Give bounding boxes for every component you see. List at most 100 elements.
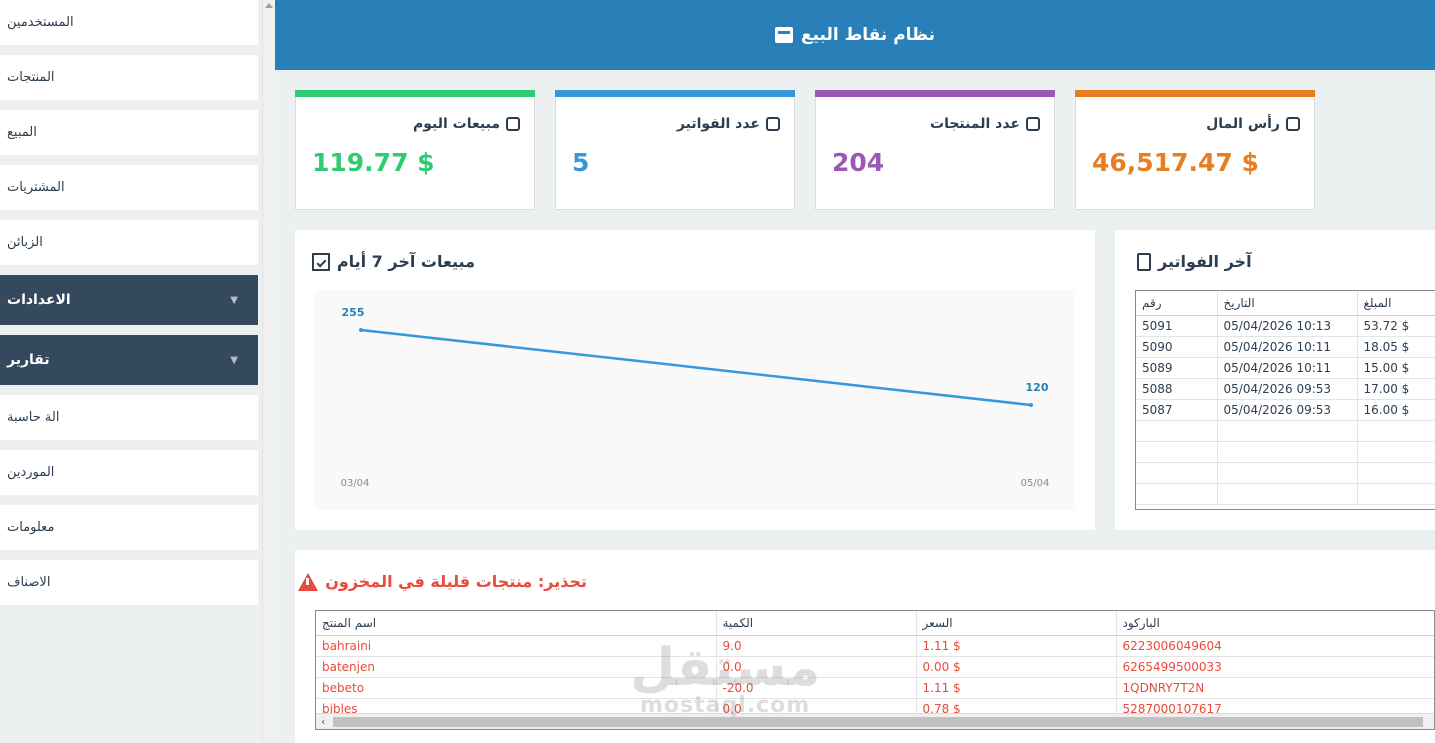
sidebar-item-products[interactable]: المنتجات bbox=[0, 55, 258, 100]
sidebar-group-label: تقارير bbox=[7, 352, 50, 368]
sidebar-group-reports[interactable]: تقارير ▼ bbox=[0, 335, 258, 385]
invoices-table[interactable]: رقم التاريخ المبلغ 5091 05/04/2026 10:13 5… bbox=[1135, 290, 1435, 510]
cell-date: 05/04/2026 09:53 bbox=[1217, 399, 1358, 421]
x-tick-label: 05/04 bbox=[1021, 478, 1050, 489]
low-stock-title: تحذير: منتجات قليلة في المخزون bbox=[298, 572, 587, 591]
cell-amount: 16.00 $ bbox=[1357, 399, 1435, 421]
scroll-left-arrow-icon[interactable]: ‹ bbox=[321, 715, 326, 728]
stat-card-invoice-count: عدد الفواتير 5 bbox=[555, 90, 795, 210]
stat-title-text: مبيعات اليوم bbox=[412, 116, 500, 132]
sidebar-item-label: المبيع bbox=[7, 125, 37, 140]
cell-date: 05/04/2026 10:11 bbox=[1217, 357, 1358, 379]
sidebar-item-users[interactable]: المستخدمين bbox=[0, 0, 258, 45]
table-row[interactable]: 5089 05/04/2026 10:11 15.00 $ bbox=[1136, 357, 1435, 379]
sidebar-item-label: معلومات bbox=[7, 520, 55, 535]
sidebar-item-purchases[interactable]: المشتريات bbox=[0, 165, 258, 210]
scroll-up-arrow-icon[interactable] bbox=[265, 3, 273, 8]
data-label: 120 bbox=[1026, 381, 1049, 394]
sidebar-item-sales[interactable]: المبيع bbox=[0, 110, 258, 155]
sales-chart-panel: مبيعات آخر 7 أيام 255 120 03/04 05/04 bbox=[295, 230, 1095, 530]
col-header-quantity[interactable]: الكمية bbox=[716, 611, 917, 636]
table-row-empty bbox=[1136, 441, 1435, 463]
table-row[interactable]: bahraini 9.0 1.11 $6223006049604 bbox=[316, 635, 1434, 657]
cell-amount: 18.05 $ bbox=[1357, 336, 1435, 358]
sidebar-item-suppliers[interactable]: الموردين bbox=[0, 450, 258, 495]
cell-barcode: 6223006049604 bbox=[1116, 635, 1434, 657]
col-header-barcode[interactable]: الباركود bbox=[1116, 611, 1434, 636]
sidebar-item-label: الزبائن bbox=[7, 235, 43, 250]
stat-value: 5 bbox=[572, 148, 590, 177]
sidebar-group-settings[interactable]: الاعدادات ▼ bbox=[0, 275, 258, 325]
cell-quantity: 9.0 bbox=[716, 635, 917, 657]
cell-amount: 17.00 $ bbox=[1357, 378, 1435, 400]
line-chart: 255 120 03/04 05/04 bbox=[341, 306, 1050, 489]
table-row[interactable]: 5091 05/04/2026 10:13 53.72 $ bbox=[1136, 315, 1435, 337]
cell-barcode: 1QDNRY7T2N bbox=[1116, 677, 1434, 699]
table-row[interactable]: 5090 05/04/2026 10:11 18.05 $ bbox=[1136, 336, 1435, 358]
cell-product-name: bebeto bbox=[316, 677, 717, 699]
stat-title: مبيعات اليوم bbox=[413, 116, 520, 132]
chevron-double-down-icon: ▼ bbox=[230, 354, 238, 366]
col-header-amount[interactable]: المبلغ bbox=[1357, 291, 1435, 316]
cell-barcode: 6265499500033 bbox=[1116, 656, 1434, 678]
stat-value: 119.77 $ bbox=[312, 148, 435, 177]
col-header-number[interactable]: رقم bbox=[1136, 291, 1218, 316]
sidebar-item-label: الموردين bbox=[7, 465, 55, 480]
sidebar-item-label: الة حاسبة bbox=[7, 410, 60, 425]
table-row[interactable]: 5088 05/04/2026 09:53 17.00 $ bbox=[1136, 378, 1435, 400]
cash-register-icon bbox=[775, 27, 793, 43]
app-header: نظام نقاط البيع bbox=[275, 0, 1435, 70]
stat-card-product-count: عدد المنتجات 204 bbox=[815, 90, 1055, 210]
low-stock-panel: تحذير: منتجات قليلة في المخزون اسم المنت… bbox=[295, 550, 1435, 743]
data-point[interactable] bbox=[359, 328, 363, 332]
sidebar-item-calculator[interactable]: الة حاسبة bbox=[0, 395, 258, 440]
table-header-row: رقم التاريخ المبلغ bbox=[1136, 291, 1435, 316]
stat-accent-bar bbox=[295, 90, 535, 97]
sidebar-item-info[interactable]: معلومات bbox=[0, 505, 258, 550]
cell-number: 5087 bbox=[1136, 399, 1218, 421]
table-row[interactable]: bebeto -20.0 1.11 $1QDNRY7T2N bbox=[316, 677, 1434, 699]
stat-value: 46,517.47 $ bbox=[1092, 148, 1259, 177]
cell-price: 0.00 $ bbox=[916, 656, 1117, 678]
sidebar-item-label: المستخدمين bbox=[7, 15, 74, 30]
stat-title-text: عدد الفواتير bbox=[676, 116, 760, 132]
col-header-date[interactable]: التاريخ bbox=[1217, 291, 1358, 316]
col-header-product-name[interactable]: اسم المنتج bbox=[316, 611, 717, 636]
box-icon bbox=[1026, 117, 1040, 131]
clipboard-icon bbox=[1137, 252, 1151, 271]
cell-product-name: batenjen bbox=[316, 656, 717, 678]
low-stock-title-text: تحذير: منتجات قليلة في المخزون bbox=[325, 572, 587, 591]
scrollbar-thumb[interactable] bbox=[333, 717, 1423, 727]
cell-quantity: -20.0 bbox=[716, 677, 917, 699]
stat-title-text: رأس المال bbox=[1206, 116, 1280, 132]
watermark-text: مستقل bbox=[630, 638, 821, 698]
stat-card-capital: رأس المال 46,517.47 $ bbox=[1075, 90, 1315, 210]
sidebar-item-label: المنتجات bbox=[7, 70, 55, 85]
cell-number: 5091 bbox=[1136, 315, 1218, 337]
sidebar-item-categories[interactable]: الاصناف bbox=[0, 560, 258, 605]
data-point[interactable] bbox=[1029, 403, 1033, 407]
col-header-price[interactable]: السعر bbox=[916, 611, 1117, 636]
table-row[interactable]: 5087 05/04/2026 09:53 16.00 $ bbox=[1136, 399, 1435, 421]
sidebar-scrollbar[interactable] bbox=[262, 0, 275, 743]
x-tick-label: 03/04 bbox=[341, 478, 370, 489]
warning-icon bbox=[298, 572, 319, 591]
data-label: 255 bbox=[342, 306, 365, 319]
table-row[interactable]: batenjen 0.0 0.00 $6265499500033 bbox=[316, 656, 1434, 678]
cell-price: 1.11 $ bbox=[916, 635, 1117, 657]
stat-value: 204 bbox=[832, 148, 885, 177]
money-icon bbox=[1286, 117, 1300, 131]
watermark-logo: مستقل mostaql.com bbox=[630, 638, 821, 717]
chart-title-text: مبيعات آخر 7 أيام bbox=[336, 252, 475, 271]
low-stock-table[interactable]: اسم المنتج الكمية السعر الباركود bahrain… bbox=[315, 610, 1435, 730]
chevron-double-down-icon: ▼ bbox=[230, 294, 238, 306]
chart-title: مبيعات آخر 7 أيام bbox=[311, 252, 475, 271]
cell-number: 5090 bbox=[1136, 336, 1218, 358]
sidebar-item-customers[interactable]: الزبائن bbox=[0, 220, 258, 265]
cell-price: 1.11 $ bbox=[916, 677, 1117, 699]
cell-product-name: bahraini bbox=[316, 635, 717, 657]
cell-amount: 53.72 $ bbox=[1357, 315, 1435, 337]
horizontal-scrollbar[interactable]: ‹ bbox=[316, 713, 1434, 729]
table-row-empty bbox=[1136, 420, 1435, 442]
cell-date: 05/04/2026 10:13 bbox=[1217, 315, 1358, 337]
